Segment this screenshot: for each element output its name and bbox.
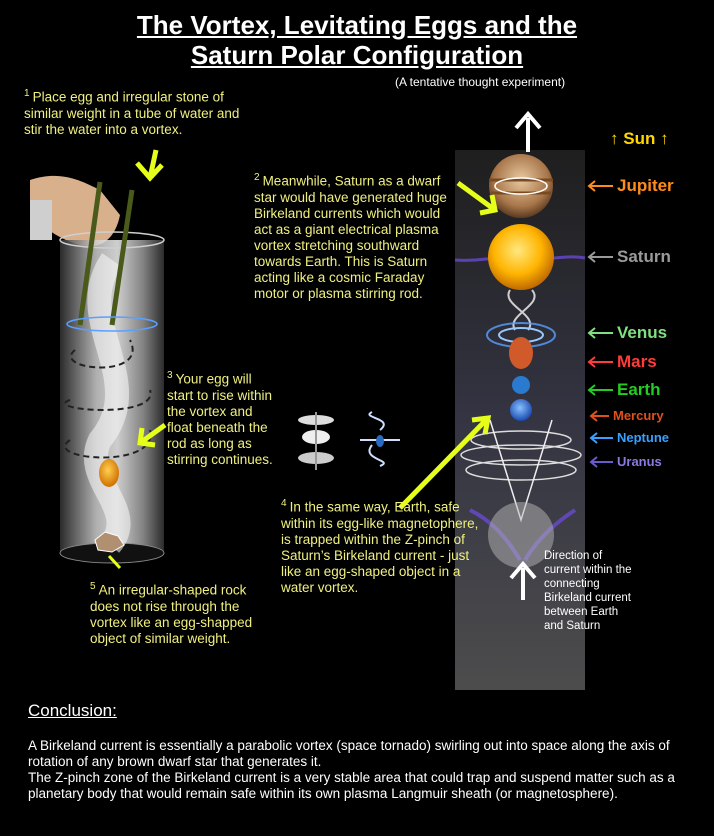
step-4-text: 4 In the same way, Earth, safe within its…	[281, 498, 479, 595]
egg-vortex-icons	[298, 411, 400, 470]
vortex-tube-illustration	[30, 175, 165, 564]
page-title-line-2: Saturn Polar Configuration	[190, 40, 524, 70]
mars-label: Mars	[617, 352, 657, 371]
earth-label: Earth	[617, 380, 661, 399]
saturn-sphere	[488, 224, 554, 290]
jupiter-sphere	[489, 154, 553, 218]
rock	[94, 531, 125, 553]
conclusion-paragraph-1: A Birkeland current is essentially a par…	[28, 738, 670, 769]
venus-sphere	[512, 376, 530, 394]
step-2-text: 2 Meanwhile, Saturn as a dwarf star would…	[254, 172, 447, 301]
earth-sphere	[510, 399, 532, 421]
annotation-arrows	[107, 149, 498, 570]
conclusion-heading: Conclusion:	[28, 701, 117, 720]
page-title-line-1: The Vortex, Levitating Eggs and the	[136, 10, 578, 40]
jupiter-label: Jupiter	[617, 176, 674, 195]
conclusion-paragraph-2: The Z-pinch zone of the Birkeland curren…	[28, 770, 675, 801]
current-direction-note: Direction of current within the connecti…	[544, 550, 632, 632]
stirring-rod	[77, 181, 103, 326]
sun-label: ↑ Sun ↑	[610, 129, 669, 148]
uranus-label: Uranus	[617, 454, 662, 469]
mercury-label: Mercury	[613, 408, 664, 423]
step-5-text: 5 An irregular-shaped rock does not rise …	[90, 581, 253, 646]
venus-label: Venus	[617, 323, 668, 342]
step-3-text: 3 Your egg will start to rise within the …	[167, 370, 273, 467]
egg	[99, 459, 119, 487]
saturn-label: Saturn	[617, 247, 671, 266]
mars-sphere	[509, 337, 533, 369]
conclusion-body: A Birkeland current is essentially a par…	[28, 738, 698, 802]
subtitle: (A tentative thought experiment)	[395, 75, 566, 89]
planet-pointer-arrows	[587, 180, 613, 468]
current-direction-arrows	[509, 110, 542, 600]
neptune-label: Neptune	[617, 430, 669, 445]
step-1-text: 1 Place egg and irregular stone of simila…	[24, 88, 240, 137]
